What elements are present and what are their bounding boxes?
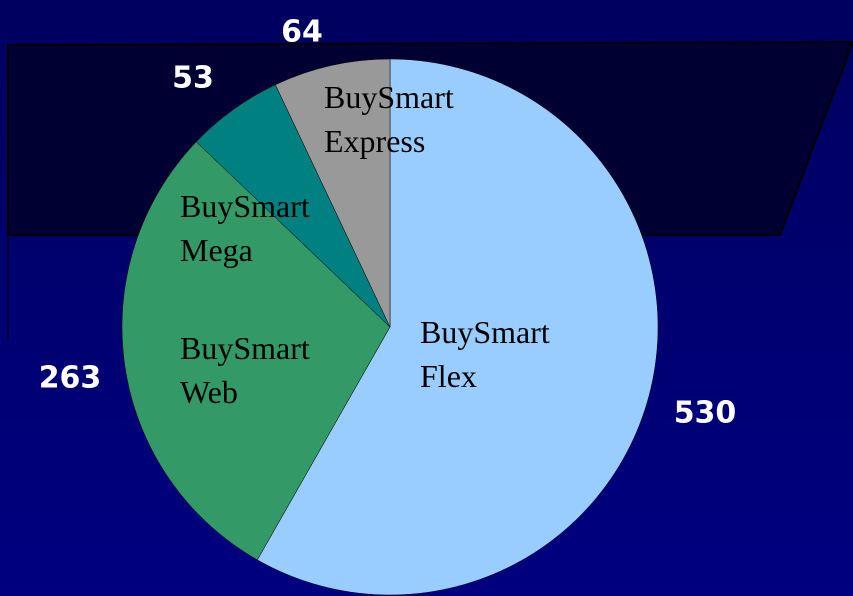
slice-label: BuySmart Express — [324, 79, 454, 159]
pie — [121, 58, 659, 596]
slice-label: BuySmart Mega — [180, 188, 310, 268]
value-label: 530 — [673, 395, 737, 431]
slice-label: BuySmart Flex — [420, 314, 550, 394]
value-label: 64 — [281, 14, 323, 50]
slice-label: BuySmart Web — [180, 330, 310, 410]
value-label: 263 — [38, 360, 102, 396]
pie-slice — [275, 58, 391, 328]
value-label: 53 — [172, 60, 214, 96]
pie-slice — [121, 141, 391, 561]
pie-slice — [256, 58, 659, 596]
